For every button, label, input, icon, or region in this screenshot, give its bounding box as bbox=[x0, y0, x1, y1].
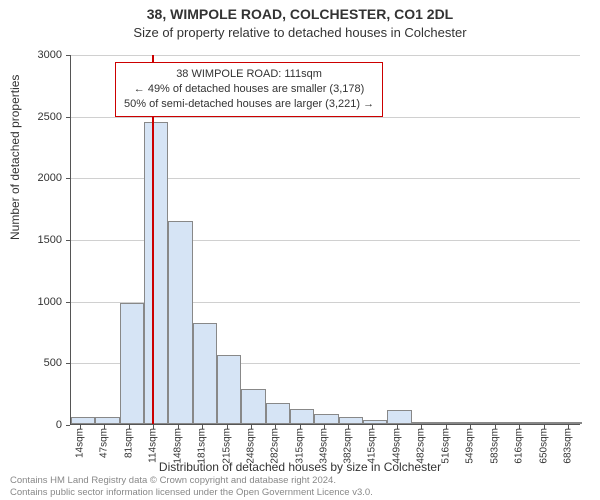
histogram-bar bbox=[290, 409, 314, 424]
y-tick-label: 1500 bbox=[12, 234, 62, 246]
x-tick-label: 583sqm bbox=[489, 428, 500, 464]
chart-title-sub: Size of property relative to detached ho… bbox=[0, 25, 600, 40]
x-tick-label: 114sqm bbox=[148, 428, 159, 463]
y-tick-label: 2000 bbox=[12, 172, 62, 184]
x-tick-label: 282sqm bbox=[270, 428, 281, 464]
x-tick-label: 516sqm bbox=[440, 428, 451, 464]
x-tick-label: 482sqm bbox=[416, 428, 427, 464]
footer-line2: Contains public sector information licen… bbox=[10, 487, 373, 498]
x-tick-label: 215sqm bbox=[221, 428, 232, 464]
x-tick-label: 14sqm bbox=[75, 428, 86, 458]
x-tick-label: 415sqm bbox=[367, 428, 378, 464]
annotation-line2: ← 49% of detached houses are smaller (3,… bbox=[124, 82, 374, 97]
histogram-bar bbox=[95, 417, 119, 424]
chart-title-main: 38, WIMPOLE ROAD, COLCHESTER, CO1 2DL bbox=[0, 6, 600, 22]
x-tick-label: 315sqm bbox=[294, 428, 305, 464]
histogram-bar bbox=[266, 403, 290, 424]
y-axis-label: Number of detached properties bbox=[8, 75, 22, 240]
x-tick-label: 616sqm bbox=[513, 428, 524, 464]
histogram-bar bbox=[193, 323, 217, 424]
footer-line1: Contains HM Land Registry data © Crown c… bbox=[10, 475, 373, 486]
histogram-bar bbox=[217, 355, 241, 424]
histogram-bar bbox=[144, 122, 168, 424]
x-tick-label: 47sqm bbox=[99, 428, 110, 458]
histogram-bar bbox=[436, 422, 460, 424]
x-tick-label: 148sqm bbox=[172, 428, 183, 464]
y-tick-mark bbox=[66, 178, 70, 179]
histogram-bar bbox=[533, 422, 557, 424]
y-tick-mark bbox=[66, 117, 70, 118]
histogram-bar bbox=[168, 221, 192, 425]
y-tick-mark bbox=[66, 240, 70, 241]
x-tick-label: 549sqm bbox=[464, 428, 475, 464]
histogram-bar bbox=[558, 422, 582, 424]
histogram-bar bbox=[339, 417, 363, 424]
histogram-bar bbox=[120, 303, 144, 424]
y-tick-mark bbox=[66, 302, 70, 303]
y-tick-mark bbox=[66, 55, 70, 56]
x-tick-label: 81sqm bbox=[124, 428, 135, 458]
annotation-line3: 50% of semi-detached houses are larger (… bbox=[124, 97, 374, 112]
grid-line bbox=[71, 55, 580, 56]
chart-container: 38, WIMPOLE ROAD, COLCHESTER, CO1 2DL Si… bbox=[0, 0, 600, 500]
y-tick-label: 1000 bbox=[12, 296, 62, 308]
x-tick-label: 382sqm bbox=[343, 428, 354, 464]
footer-attribution: Contains HM Land Registry data © Crown c… bbox=[10, 475, 373, 498]
y-tick-label: 500 bbox=[12, 357, 62, 369]
histogram-bar bbox=[460, 422, 484, 424]
annotation-box: 38 WIMPOLE ROAD: 111sqm ← 49% of detache… bbox=[115, 62, 383, 117]
y-tick-label: 3000 bbox=[12, 49, 62, 61]
y-tick-label: 0 bbox=[12, 419, 62, 431]
histogram-bar bbox=[509, 422, 533, 424]
x-tick-label: 349sqm bbox=[319, 428, 330, 464]
histogram-bar bbox=[314, 414, 338, 424]
histogram-bar bbox=[485, 422, 509, 424]
y-tick-label: 2500 bbox=[12, 111, 62, 123]
histogram-bar bbox=[241, 389, 265, 424]
x-tick-label: 683sqm bbox=[562, 428, 573, 464]
histogram-bar bbox=[71, 417, 95, 424]
annotation-line1: 38 WIMPOLE ROAD: 111sqm bbox=[124, 67, 374, 82]
histogram-bar bbox=[387, 410, 411, 424]
x-tick-label: 248sqm bbox=[245, 428, 256, 464]
y-tick-mark bbox=[66, 363, 70, 364]
x-tick-label: 650sqm bbox=[538, 428, 549, 464]
y-tick-mark bbox=[66, 425, 70, 426]
x-tick-label: 449sqm bbox=[392, 428, 403, 464]
histogram-bar bbox=[412, 422, 436, 424]
grid-line bbox=[71, 117, 580, 118]
histogram-bar bbox=[363, 420, 387, 424]
x-tick-label: 181sqm bbox=[196, 428, 207, 464]
